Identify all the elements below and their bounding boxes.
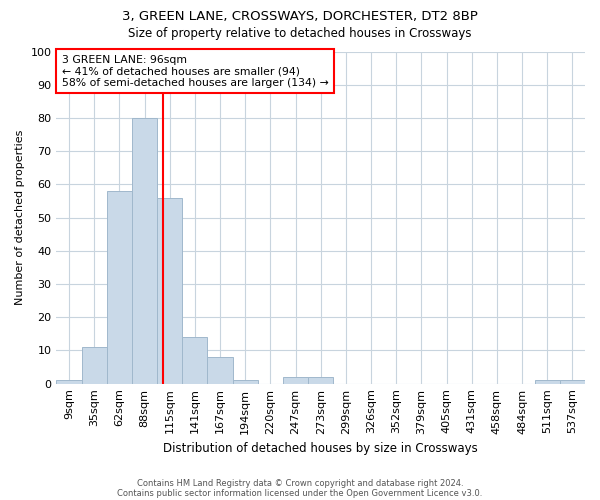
Bar [208, 357, 233, 384]
Bar [182, 337, 208, 384]
Text: Contains HM Land Registry data © Crown copyright and database right 2024.: Contains HM Land Registry data © Crown c… [137, 478, 463, 488]
X-axis label: Distribution of detached houses by size in Crossways: Distribution of detached houses by size … [163, 442, 478, 455]
Bar [107, 191, 132, 384]
Text: Contains public sector information licensed under the Open Government Licence v3: Contains public sector information licen… [118, 488, 482, 498]
Bar [132, 118, 157, 384]
Bar [157, 198, 182, 384]
Bar [283, 377, 308, 384]
Bar [535, 380, 560, 384]
Y-axis label: Number of detached properties: Number of detached properties [15, 130, 25, 306]
Bar [560, 380, 585, 384]
Bar [233, 380, 258, 384]
Bar [56, 380, 82, 384]
Bar [82, 347, 107, 384]
Text: 3 GREEN LANE: 96sqm
← 41% of detached houses are smaller (94)
58% of semi-detach: 3 GREEN LANE: 96sqm ← 41% of detached ho… [62, 55, 328, 88]
Text: Size of property relative to detached houses in Crossways: Size of property relative to detached ho… [128, 28, 472, 40]
Text: 3, GREEN LANE, CROSSWAYS, DORCHESTER, DT2 8BP: 3, GREEN LANE, CROSSWAYS, DORCHESTER, DT… [122, 10, 478, 23]
Bar [308, 377, 333, 384]
